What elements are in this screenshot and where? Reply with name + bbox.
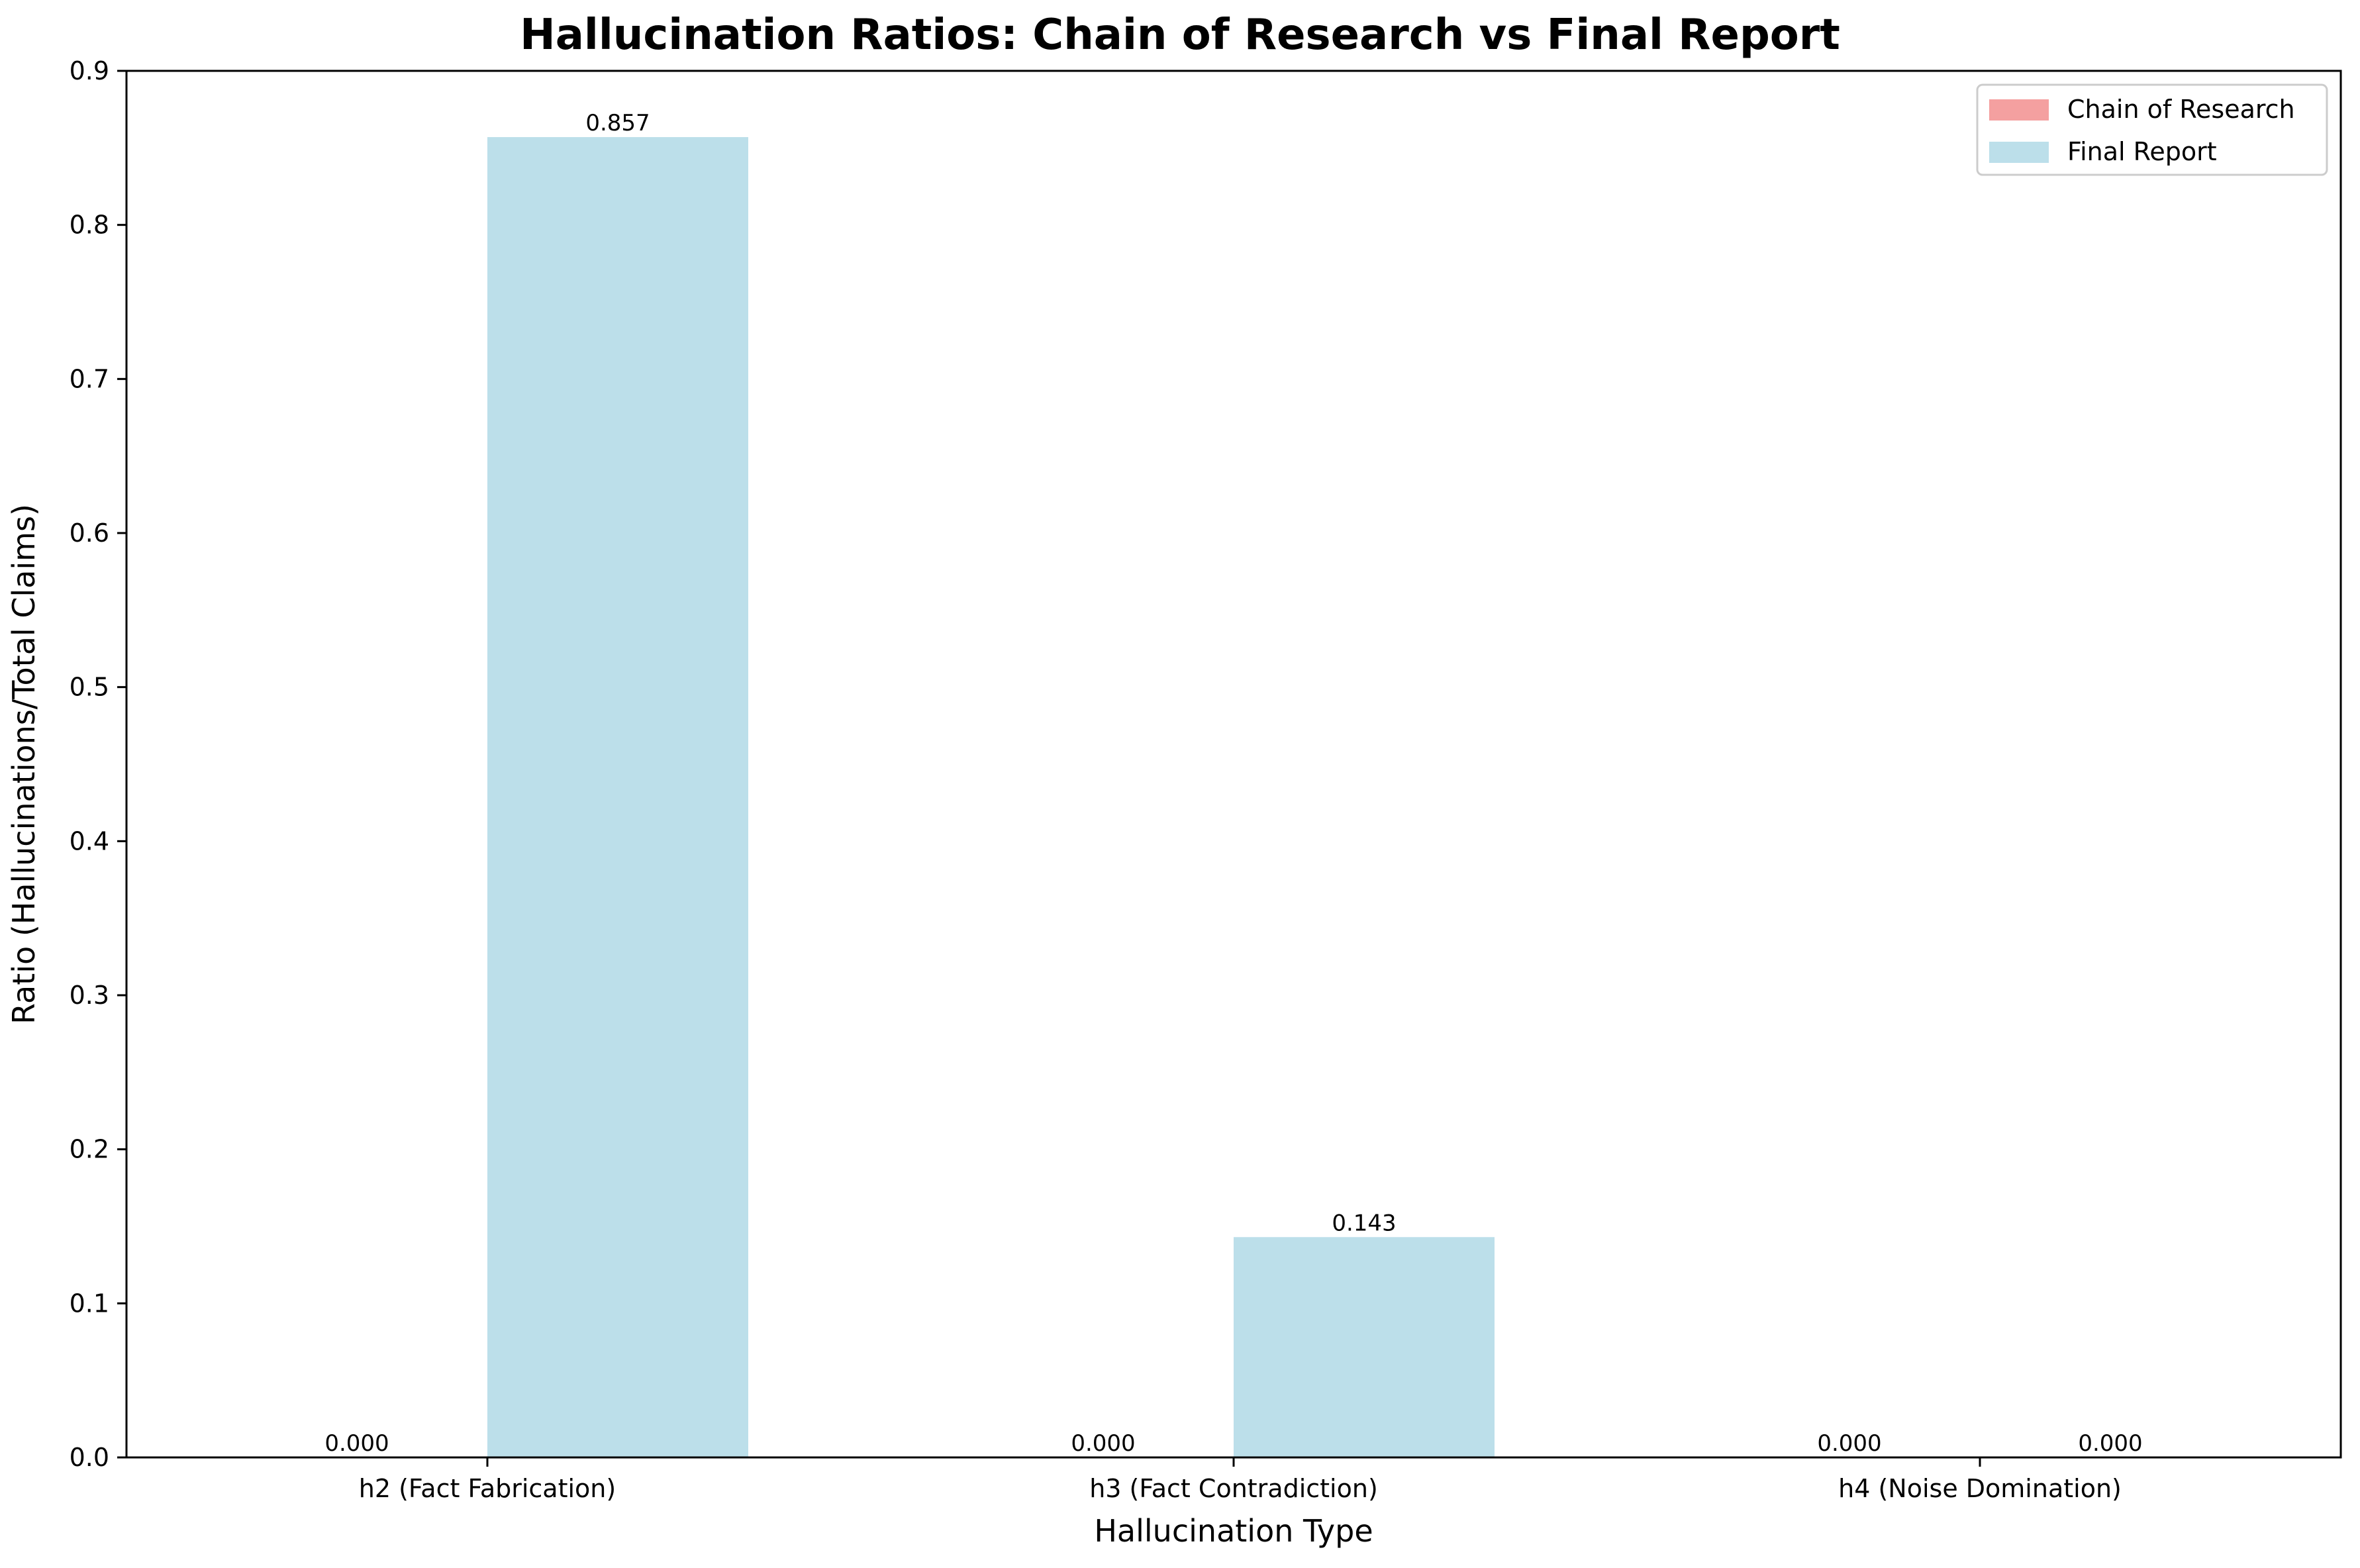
y-tick-label: 0.8 bbox=[70, 211, 109, 240]
bar-value-label: 0.143 bbox=[1332, 1210, 1396, 1236]
x-tick-label: h3 (Fact Contradiction) bbox=[1089, 1474, 1378, 1503]
y-tick-label: 0.4 bbox=[70, 826, 109, 856]
y-axis: 0.0 0.1 0.2 0.3 0.4 0.5 0.6 0.7 0.8 0.9 bbox=[70, 56, 126, 1472]
x-axis: h2 (Fact Fabrication) h3 (Fact Contradict… bbox=[359, 1457, 2122, 1503]
y-tick-label: 0.1 bbox=[70, 1289, 109, 1318]
plot-frame bbox=[125, 70, 2342, 1459]
x-tick-label: h2 (Fact Fabrication) bbox=[359, 1474, 616, 1503]
y-tick-label: 0.5 bbox=[70, 673, 109, 702]
legend-swatch bbox=[1989, 99, 2049, 121]
y-tick-label: 0.3 bbox=[70, 981, 109, 1010]
bar-value-label: 0.000 bbox=[1071, 1430, 1135, 1457]
bar-value-label: 0.000 bbox=[2078, 1430, 2142, 1457]
x-tick-label: h4 (Noise Domination) bbox=[1838, 1474, 2122, 1503]
y-tick-label: 0.9 bbox=[70, 56, 109, 85]
y-tick-label: 0.6 bbox=[70, 518, 109, 548]
legend-swatch bbox=[1989, 142, 2049, 163]
y-tick-label: 0.7 bbox=[70, 364, 109, 393]
x-axis-label: Hallucination Type bbox=[1094, 1513, 1373, 1549]
chart-title: Hallucination Ratios: Chain of Research … bbox=[520, 11, 1840, 60]
bar bbox=[487, 137, 748, 1458]
legend-entry-label: Chain of Research bbox=[2067, 95, 2295, 124]
legend-entry-label: Final Report bbox=[2067, 137, 2217, 166]
y-axis-label: Ratio (Hallucinations/Total Claims) bbox=[6, 504, 42, 1024]
bar bbox=[1234, 1237, 1495, 1457]
legend: Chain of Research Final Report bbox=[1976, 83, 2328, 176]
bar-value-label: 0.000 bbox=[324, 1430, 389, 1457]
bars-group bbox=[487, 137, 1495, 1458]
y-tick-label: 0.2 bbox=[70, 1135, 109, 1164]
bar-labels-group: 0.000 0.857 0.000 0.143 0.000 0.000 bbox=[324, 110, 2142, 1457]
bar-value-label: 0.000 bbox=[1817, 1430, 1881, 1457]
legend-box bbox=[1976, 83, 2328, 176]
y-tick-label: 0.0 bbox=[70, 1443, 109, 1472]
bar-value-label: 0.857 bbox=[585, 110, 650, 136]
